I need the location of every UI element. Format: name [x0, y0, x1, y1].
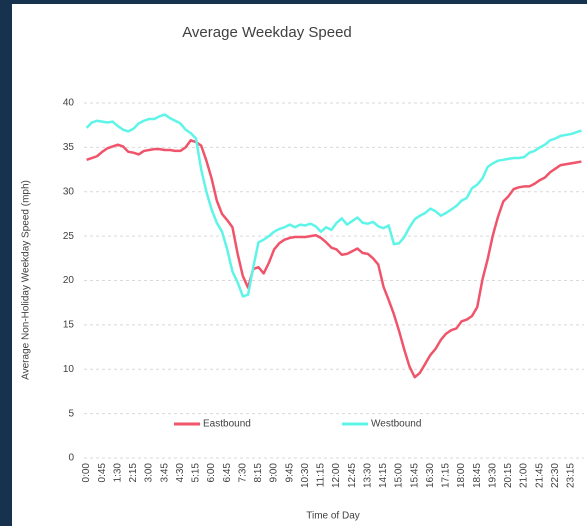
x-tick-label: 20:15	[503, 463, 514, 488]
x-tick-label: 1:30	[112, 463, 123, 483]
x-tick-label: 2:15	[128, 463, 139, 483]
y-tick-label: 10	[63, 364, 75, 375]
legend-label: Westbound	[371, 419, 421, 430]
x-tick-label: 11:15	[316, 463, 327, 488]
y-tick-label: 15	[63, 320, 75, 331]
x-tick-label: 12:00	[331, 463, 342, 488]
y-axis-label: Average Non-Holiday Weekday Speed (mph)	[21, 180, 32, 380]
x-tick-label: 0:45	[97, 463, 108, 483]
x-tick-label: 7:30	[237, 463, 248, 483]
x-tick-label: 8:15	[253, 463, 264, 483]
x-axis-label: Time of Day	[306, 511, 360, 522]
y-tick-label: 25	[63, 231, 75, 242]
legend-label: Eastbound	[203, 419, 251, 430]
x-tick-label: 21:00	[519, 463, 530, 488]
x-tick-label: 12:45	[347, 463, 358, 488]
x-tick-label: 0:00	[81, 463, 92, 483]
y-tick-label: 40	[63, 98, 75, 109]
y-tick-label: 35	[63, 142, 75, 153]
y-tick-label: 0	[68, 453, 74, 464]
x-tick-label: 16:30	[425, 463, 436, 488]
x-tick-label: 19:30	[487, 463, 498, 488]
y-tick-label: 5	[68, 408, 74, 419]
x-tick-label: 13:30	[362, 463, 373, 488]
x-tick-label: 6:45	[222, 463, 233, 483]
x-tick-label: 4:30	[175, 463, 186, 483]
x-tick-label: 15:45	[409, 463, 420, 488]
x-tick-label: 18:45	[472, 463, 483, 488]
x-tick-label: 9:00	[269, 463, 280, 483]
series-line	[86, 139, 582, 379]
x-tick-label: 23:15	[566, 463, 577, 488]
x-tick-label: 3:00	[144, 463, 155, 483]
x-tick-label: 10:30	[300, 463, 311, 488]
x-tick-label: 18:00	[456, 463, 467, 488]
chart-title: Average Weekday Speed	[182, 24, 352, 41]
y-tick-label: 20	[63, 275, 75, 286]
series-line	[85, 113, 582, 298]
x-tick-label: 3:45	[159, 463, 170, 483]
x-tick-label: 15:00	[394, 463, 405, 488]
y-tick-label: 30	[63, 186, 75, 197]
x-tick-label: 5:15	[191, 463, 202, 483]
x-tick-label: 9:45	[284, 463, 295, 483]
x-tick-label: 17:15	[441, 463, 452, 488]
chart-area	[12, 4, 587, 526]
x-tick-label: 6:00	[206, 463, 217, 483]
x-tick-label: 22:30	[550, 463, 561, 488]
x-tick-label: 21:45	[534, 463, 545, 488]
x-tick-label: 14:15	[378, 463, 389, 488]
